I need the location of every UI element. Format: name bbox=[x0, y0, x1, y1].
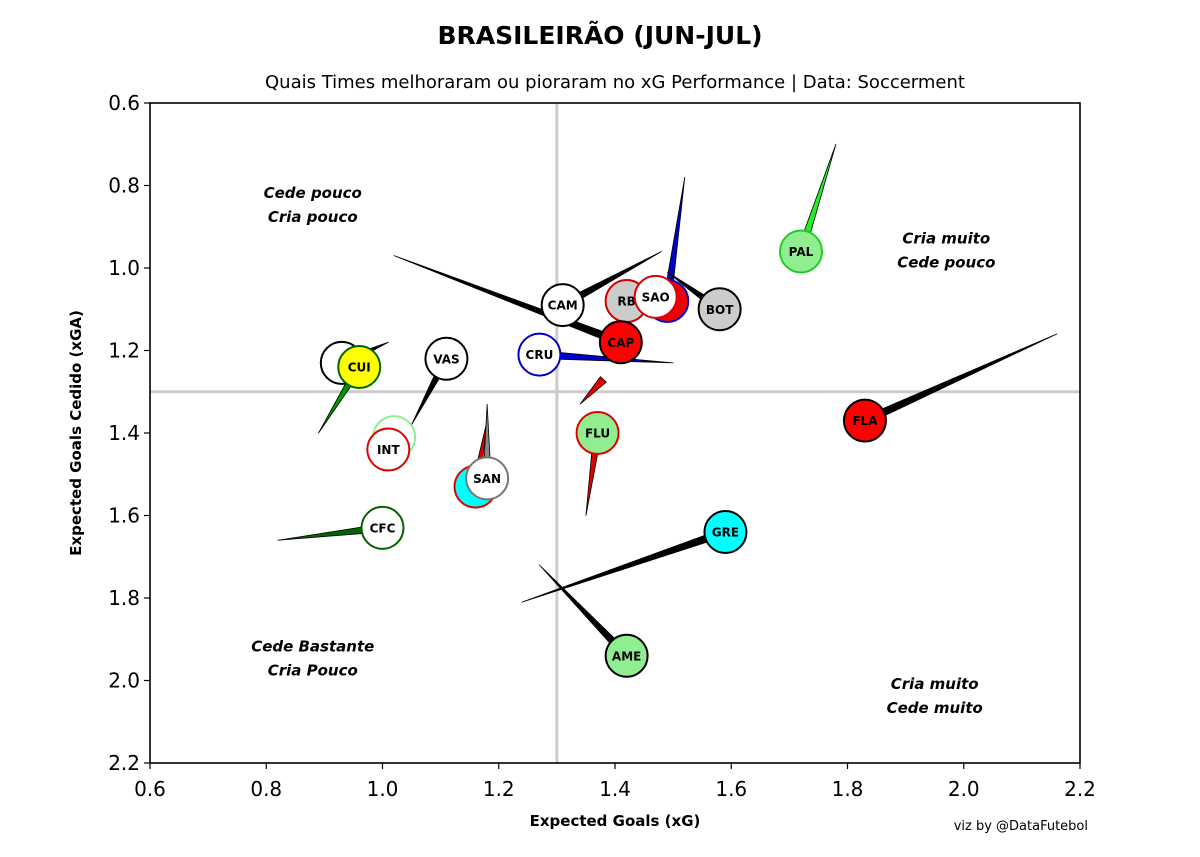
y-tick-label: 1.4 bbox=[108, 421, 140, 445]
y-tick-label: 2.0 bbox=[108, 669, 140, 693]
x-axis-label: Expected Goals (xG) bbox=[530, 812, 701, 830]
x-tick-label: 1.4 bbox=[599, 777, 631, 801]
y-tick-label: 1.6 bbox=[108, 504, 140, 528]
quadrant-label: Cria muito bbox=[902, 229, 990, 247]
x-tick-label: 2.0 bbox=[948, 777, 980, 801]
x-tick-label: 2.2 bbox=[1064, 777, 1096, 801]
quadrant-label: Cede Bastante bbox=[251, 638, 374, 656]
quadrant-label: Cede pouco bbox=[264, 184, 362, 202]
team-label: FLA bbox=[852, 414, 878, 428]
y-tick-label: 0.6 bbox=[108, 91, 140, 115]
y-axis-label: Expected Goals Cedido (xGA) bbox=[67, 310, 85, 556]
team-label: FLU bbox=[585, 427, 610, 441]
team-points: CAMRBSAOBOTCAPCRUPALFLACCUIVASINTFLUBSAN… bbox=[319, 229, 887, 678]
x-tick-label: 1.0 bbox=[367, 777, 399, 801]
team-marker bbox=[604, 633, 649, 678]
y-tick-label: 1.2 bbox=[108, 339, 140, 363]
team-marker bbox=[703, 510, 748, 554]
y-axis-ticks: 0.6 0.8 1.0 1.2 1.4 1.6 1.8 2.0 2.2 bbox=[108, 91, 150, 775]
x-tick-label: 1.6 bbox=[715, 777, 747, 801]
team-label: SAN bbox=[473, 472, 501, 486]
team-label: PAL bbox=[789, 245, 814, 259]
team-label: CAM bbox=[548, 299, 578, 313]
team-label: INT bbox=[377, 443, 401, 457]
team-marker bbox=[465, 456, 510, 501]
x-tick-label: 0.8 bbox=[250, 777, 282, 801]
team-label: CUI bbox=[348, 361, 371, 375]
y-tick-label: 2.2 bbox=[108, 751, 140, 775]
team-label: CFC bbox=[370, 521, 396, 535]
chart-subtitle: Quais Times melhoraram ou pioraram no xG… bbox=[265, 72, 965, 93]
team-label: RB bbox=[617, 295, 635, 309]
quadrant-labels: Cede pouco Cria pouco Cria muito Cede pouco… bbox=[251, 184, 995, 717]
team-label: BOT bbox=[706, 303, 734, 317]
team-label: VAS bbox=[433, 352, 459, 366]
quadrant-label: Cria muito bbox=[891, 675, 979, 693]
y-tick-label: 0.8 bbox=[108, 174, 140, 198]
team-marker bbox=[337, 345, 382, 389]
team-marker bbox=[366, 427, 411, 472]
x-tick-label: 1.2 bbox=[483, 777, 515, 801]
team-marker bbox=[697, 287, 742, 332]
team-label: SAO bbox=[642, 290, 670, 304]
x-axis-ticks: 0.6 0.8 1.0 1.2 1.4 1.6 1.8 2.0 2.2 bbox=[134, 763, 1096, 801]
team-marker bbox=[598, 320, 643, 365]
quadrant-label: Cria Pouco bbox=[268, 662, 358, 680]
x-tick-label: 0.6 bbox=[134, 777, 166, 801]
x-tick-label: 1.8 bbox=[832, 777, 864, 801]
team-marker bbox=[424, 336, 469, 381]
team-marker bbox=[517, 332, 562, 377]
team-label: CRU bbox=[526, 348, 554, 362]
team-label: GRE bbox=[712, 526, 739, 540]
y-tick-label: 1.0 bbox=[108, 256, 140, 280]
chart-title: BRASILEIRÃO (JUN-JUL) bbox=[437, 21, 762, 50]
credit-label: viz by @DataFutebol bbox=[954, 819, 1088, 834]
team-marker bbox=[575, 411, 620, 455]
quadrant-label: Cede muito bbox=[887, 699, 983, 717]
team-marker bbox=[540, 283, 585, 328]
team-marker bbox=[779, 229, 823, 274]
team-marker bbox=[360, 505, 405, 550]
y-tick-label: 1.8 bbox=[108, 586, 140, 610]
team-marker bbox=[842, 398, 887, 443]
team-label: CAP bbox=[607, 336, 634, 350]
quadrant-label: Cria pouco bbox=[268, 208, 358, 226]
quadrant-label: Cede pouco bbox=[897, 253, 995, 271]
team-marker bbox=[633, 274, 678, 319]
team-label: AME bbox=[612, 649, 641, 663]
team-tail bbox=[579, 376, 607, 405]
